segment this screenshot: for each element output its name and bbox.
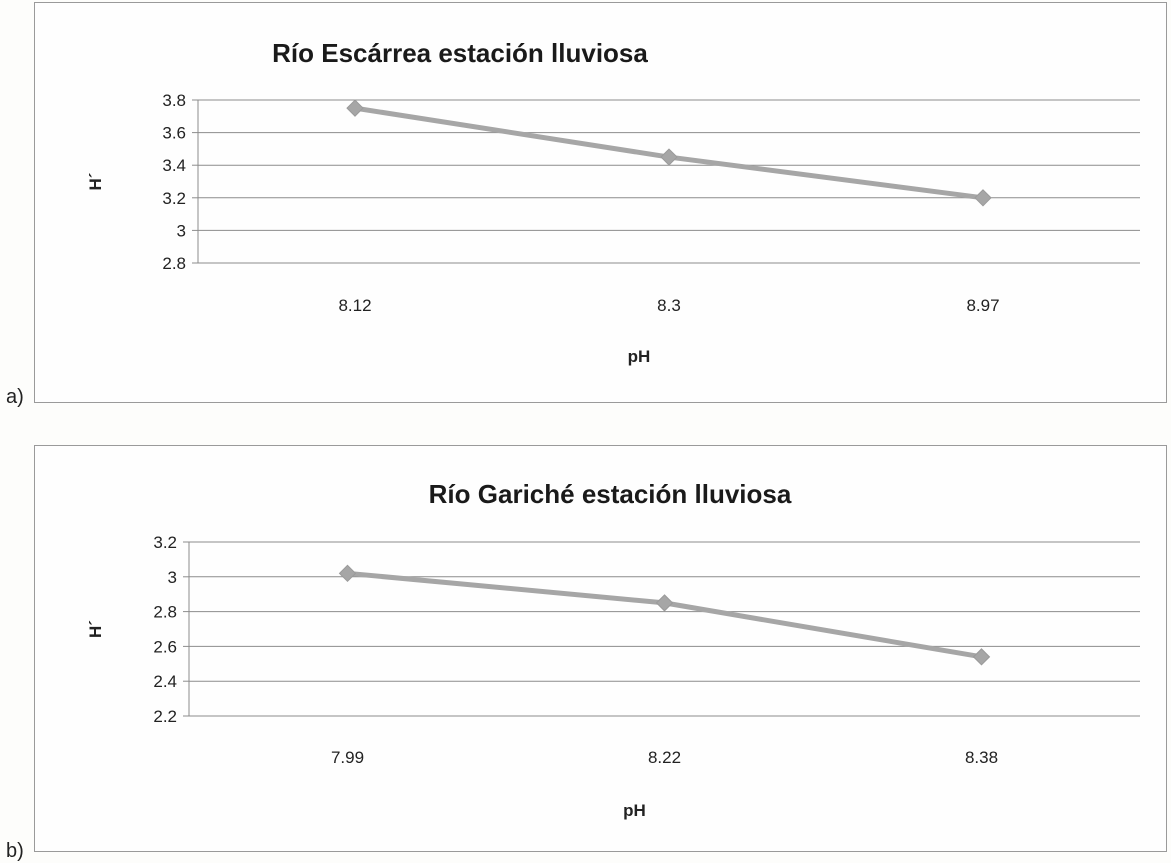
data-point-marker <box>660 148 678 166</box>
x-tick-label: 7.99 <box>331 748 364 767</box>
x-tick-label: 8.22 <box>648 748 681 767</box>
y-tick-label: 2.2 <box>153 707 177 726</box>
y-tick-label: 2.8 <box>153 603 177 622</box>
x-axis-label: pH <box>623 801 646 820</box>
y-tick-label: 3.4 <box>162 156 186 175</box>
y-axis-label: H´ <box>86 620 105 638</box>
y-tick-label: 2.6 <box>153 637 177 656</box>
chart-title: Río Escárrea estación lluviosa <box>272 38 648 68</box>
series-line <box>347 570 982 660</box>
panel-label-b: b) <box>6 840 24 862</box>
chart-title: Río Gariché estación lluviosa <box>429 479 792 509</box>
chart-frame-b: Río Gariché estación lluviosa 2.2 2.4 2.6 2.… <box>34 445 1167 852</box>
y-tick-label: 3 <box>168 568 177 587</box>
y-tick-label: 3.2 <box>162 189 186 208</box>
chart-b: Río Gariché estación lluviosa 2.2 2.4 2.6 2.… <box>86 479 1140 820</box>
data-point-marker <box>972 648 991 666</box>
x-tick-label: 8.38 <box>965 748 998 767</box>
data-point-marker <box>346 99 364 117</box>
y-tick-label: 3.8 <box>162 91 186 110</box>
x-tick-label: 8.12 <box>338 296 371 315</box>
chart-frame-a: Río Escárrea estación lluviosa 2.8 3 3.2 3.4… <box>34 2 1167 403</box>
x-axis-label: pH <box>628 347 651 366</box>
y-tick-label: 2.4 <box>153 672 177 691</box>
y-tick-label: 3.2 <box>153 533 177 552</box>
y-tick-label: 3 <box>177 221 186 240</box>
y-tick-label: 2.8 <box>162 254 186 273</box>
panel-label-a: a) <box>6 386 24 408</box>
y-axis-label: H´ <box>86 173 105 191</box>
chart-a: Río Escárrea estación lluviosa 2.8 3 3.2 3.4… <box>86 38 1140 366</box>
y-tick-label: 3.6 <box>162 124 186 143</box>
x-tick-label: 8.97 <box>966 296 999 315</box>
data-point-marker <box>655 594 674 612</box>
data-point-marker <box>338 564 357 583</box>
x-tick-label: 8.3 <box>657 296 681 315</box>
data-point-marker <box>974 189 992 207</box>
